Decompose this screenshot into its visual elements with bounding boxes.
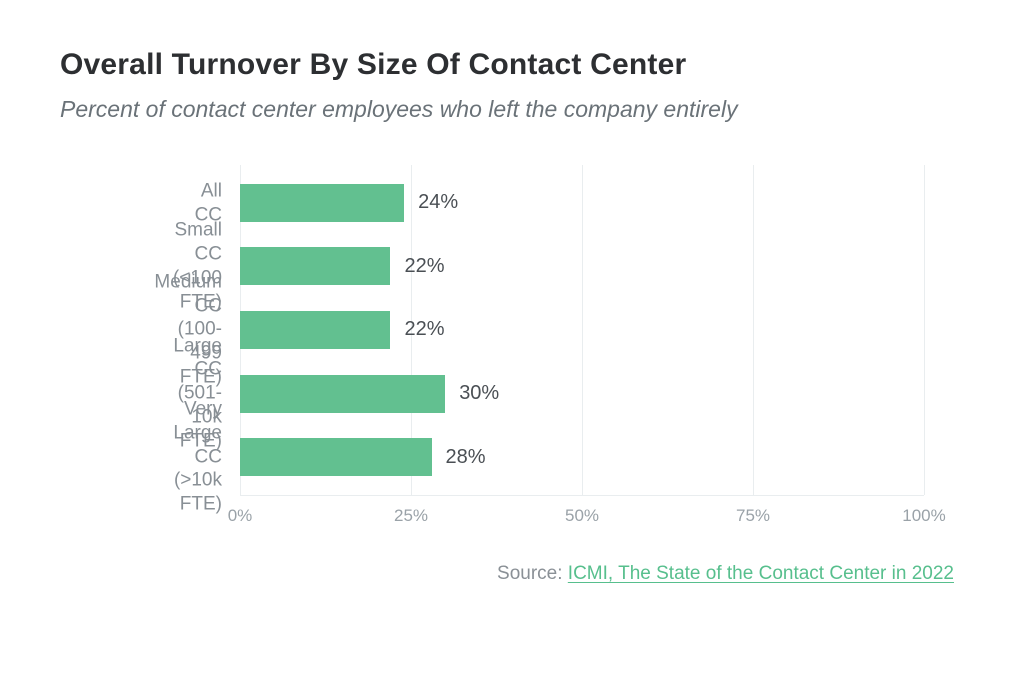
x-tick-label: 50% (565, 506, 599, 526)
source-prefix: Source: (497, 563, 568, 584)
value-label: 24% (418, 191, 458, 214)
chart-area: All CC24% Small CC (<100 FTE)22% Medium CC… (240, 165, 924, 525)
bar (240, 184, 404, 222)
value-label: 22% (404, 318, 444, 341)
bar-row: Small CC (<100 FTE)22% (240, 247, 924, 285)
bar-row: All CC24% (240, 184, 924, 222)
gridline (924, 165, 925, 495)
value-label: 28% (446, 446, 486, 469)
chart-title: Overall Turnover By Size Of Contact Cent… (60, 48, 964, 82)
x-tick-label: 0% (228, 506, 253, 526)
x-tick-label: 100% (902, 506, 945, 526)
bar (240, 438, 432, 476)
x-axis: 0%25%50%75%100% (240, 495, 924, 525)
value-label: 30% (459, 382, 499, 405)
bars-container: All CC24% Small CC (<100 FTE)22% Medium CC… (240, 165, 924, 495)
chart-subtitle: Percent of contact center employees who … (60, 96, 964, 123)
x-tick-label: 25% (394, 506, 428, 526)
bar (240, 247, 390, 285)
plot-area: All CC24% Small CC (<100 FTE)22% Medium CC… (240, 165, 924, 495)
bar-row: Large CC (501-10k FTE)30% (240, 375, 924, 413)
x-tick-label: 75% (736, 506, 770, 526)
value-label: 22% (404, 255, 444, 278)
bar-row: Very Large CC (>10k FTE)28% (240, 438, 924, 476)
bar-row: Medium CC (100-499 FTE)22% (240, 311, 924, 349)
source-attribution: Source: ICMI, The State of the Contact C… (60, 563, 964, 585)
source-link[interactable]: ICMI, The State of the Contact Center in… (568, 563, 954, 584)
bar (240, 375, 445, 413)
category-label: Very Large CC (>10k FTE) (173, 398, 222, 517)
bar (240, 311, 390, 349)
